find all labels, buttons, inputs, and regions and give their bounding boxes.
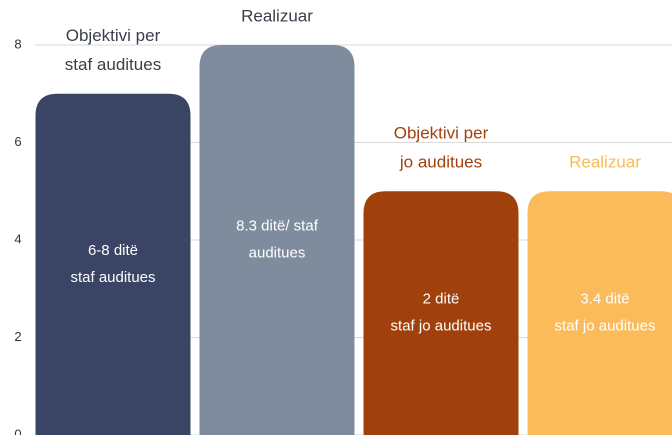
bar [35,93,191,435]
category-label: Realizuar [241,6,313,25]
bar [363,191,519,435]
category-label: Realizuar [569,153,641,172]
bar-text: staf auditues [70,269,155,286]
bar-text: staf jo auditues [555,318,656,335]
bar-text: 6-8 ditë [88,242,138,259]
y-tick-label: 0 [14,426,21,435]
y-tick-label: 8 [14,36,21,51]
bar-text: staf jo auditues [391,318,492,335]
category-label: staf auditues [65,55,161,74]
y-tick-label: 6 [14,134,21,149]
bar-text: auditues [249,244,306,261]
category-label: jo auditues [399,153,482,172]
bar-text: 8.3 ditë/ staf [236,217,319,234]
bar [527,191,672,435]
bar-text: 3.4 ditë [580,291,629,308]
category-label: Objektivi per [394,124,489,143]
bar [199,45,355,435]
y-tick-label: 2 [14,329,21,344]
y-tick-label: 4 [14,231,21,246]
category-label: Objektivi per [66,26,161,45]
bar-text: 2 ditë [423,291,460,308]
